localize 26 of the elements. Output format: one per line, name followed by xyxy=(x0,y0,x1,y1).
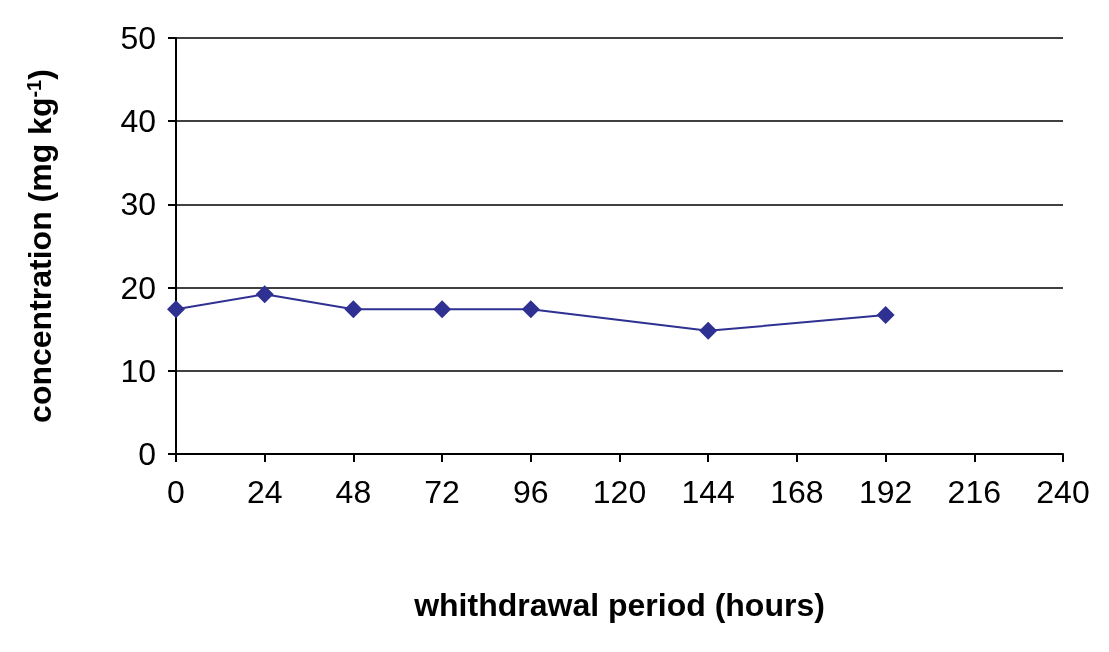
y-tick-label: 0 xyxy=(138,436,156,472)
x-axis-title: whithdrawal period (hours) xyxy=(413,587,825,623)
y-axis-title: concentration (mg kg-1) xyxy=(22,69,58,423)
point xyxy=(167,300,185,319)
point xyxy=(255,285,274,304)
x-tick-label: 144 xyxy=(681,474,735,510)
point xyxy=(876,306,895,325)
point xyxy=(344,300,363,319)
y-tick-label: 40 xyxy=(120,103,156,140)
x-tick-label: 96 xyxy=(513,474,549,510)
x-tick-label: 192 xyxy=(858,474,913,510)
y-tick-label: 10 xyxy=(120,352,156,389)
y-tick-label: 50 xyxy=(120,20,156,56)
y-tick-label: 20 xyxy=(120,269,156,306)
point xyxy=(521,300,540,319)
y-tick-label: 30 xyxy=(120,186,156,223)
x-tick-label: 48 xyxy=(335,474,372,510)
point xyxy=(699,321,718,340)
x-tick-label: 0 xyxy=(167,474,185,510)
x-tick-label: 168 xyxy=(770,474,824,510)
x-tick-label: 120 xyxy=(592,474,647,510)
x-tick-label: 216 xyxy=(947,474,1001,510)
point xyxy=(433,300,452,319)
x-tick-label: 24 xyxy=(246,474,283,510)
x-tick-label: 72 xyxy=(424,474,460,510)
x-tick-label: 240 xyxy=(1036,474,1090,510)
